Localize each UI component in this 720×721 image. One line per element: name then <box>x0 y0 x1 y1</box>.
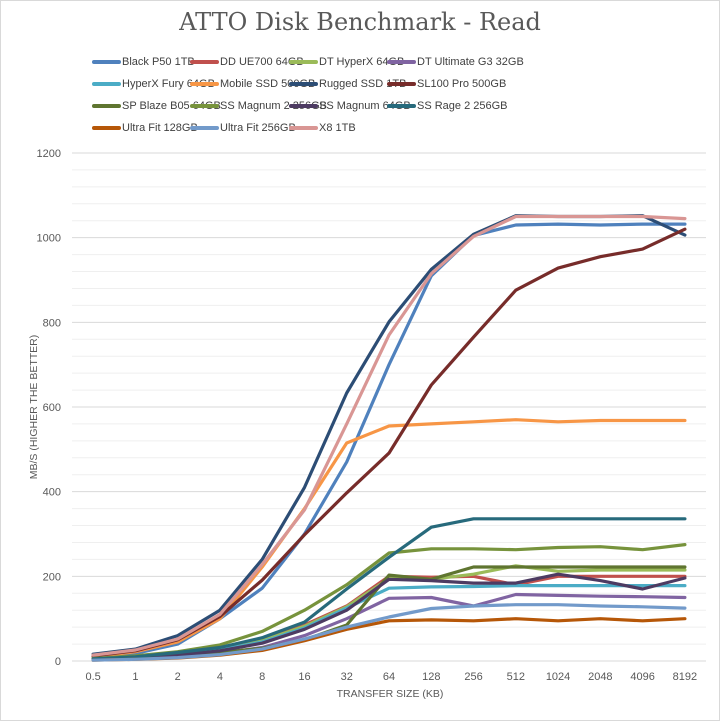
legend-swatch <box>92 104 121 108</box>
chart-title: ATTO Disk Benchmark - Read <box>179 8 541 36</box>
x-tick-label: 512 <box>507 671 525 683</box>
legend-swatch <box>289 82 318 86</box>
x-tick-label: 128 <box>422 671 440 683</box>
x-tick-label: 256 <box>464 671 482 683</box>
legend-swatch <box>92 126 121 130</box>
y-tick-label: 200 <box>43 571 61 583</box>
legend-label: Ultra Fit 128GB <box>122 122 198 134</box>
x-tick-label: 64 <box>383 671 395 683</box>
series-line-ss-magnum-64gb <box>91 572 687 661</box>
x-axis-ticks: 0.5 1 2 4 8 16 32 64 128 256 512 1024 2048 4096 8192 <box>85 671 697 683</box>
legend-item: DT Ultimate G3 32GB <box>387 54 524 70</box>
legend-label: SS Magnum 2 256GB <box>220 100 328 112</box>
x-tick-label: 1 <box>132 671 138 683</box>
legend-item: SS Rage 2 256GB <box>387 98 508 114</box>
legend-item: HyperX Fury 64GB <box>92 76 215 92</box>
x-tick-label: 4 <box>217 671 223 683</box>
series-line-x8-1tb <box>91 214 687 657</box>
legend-label: DT HyperX 64GB <box>319 56 405 68</box>
y-tick-label: 600 <box>43 402 61 414</box>
legend-item: DT HyperX 64GB <box>289 54 404 70</box>
legend-swatch <box>289 60 318 64</box>
series-line-sl100-pro-500gb <box>91 227 687 658</box>
x-axis-label: TRANSFER SIZE (KB) <box>337 688 444 700</box>
legend-label: Black P50 1TB <box>122 56 195 68</box>
y-tick-label: 800 <box>43 317 61 329</box>
legend-item: Ultra Fit 256GB <box>190 120 296 136</box>
legend-label: SL100 Pro 500GB <box>417 78 507 90</box>
legend-swatch <box>289 104 318 108</box>
legend-item: Ultra Fit 128GB <box>92 120 198 136</box>
legend-swatch <box>92 82 121 86</box>
legend-swatch <box>92 60 121 64</box>
y-axis-label: MB/S (HIGHER THE BETTER) <box>28 335 40 479</box>
legend-item: SS Magnum 64GB <box>289 98 411 114</box>
legend-item: Black P50 1TB <box>92 54 195 70</box>
legend-swatch <box>289 126 318 130</box>
series-lines <box>91 214 687 662</box>
legend-label: SS Rage 2 256GB <box>417 100 508 112</box>
legend-swatch <box>190 104 219 108</box>
legend-label: DT Ultimate G3 32GB <box>417 56 524 68</box>
legend-item: X8 1TB <box>289 120 356 136</box>
legend-swatch <box>190 126 219 130</box>
x-tick-label: 0.5 <box>85 671 100 683</box>
x-tick-label: 4096 <box>630 671 654 683</box>
legend-item: DD UE700 64GB <box>190 54 304 70</box>
legend-swatch <box>387 82 416 86</box>
x-tick-label: 1024 <box>546 671 570 683</box>
legend-swatch <box>190 82 219 86</box>
legend-swatch <box>387 104 416 108</box>
legend-label: Rugged SSD 1TB <box>319 78 407 90</box>
legend-label: Ultra Fit 256GB <box>220 122 296 134</box>
gridlines <box>72 152 706 662</box>
legend-item: Rugged SSD 1TB <box>289 76 406 92</box>
legend-item: SS Magnum 2 256GB <box>190 98 327 114</box>
legend-label: X8 1TB <box>319 122 356 134</box>
legend-swatch <box>387 60 416 64</box>
legend-item: SP Blaze B05 64GB <box>92 98 221 114</box>
y-tick-label: 400 <box>43 487 61 499</box>
series-line-ss-rage-2-256gb <box>91 517 687 661</box>
legend-label: DD UE700 64GB <box>220 56 304 68</box>
legend-item: SL100 Pro 500GB <box>387 76 506 92</box>
legend-swatch <box>190 60 219 64</box>
x-tick-label: 8192 <box>673 671 697 683</box>
legend-label: Mobile SSD 500GB <box>220 78 316 90</box>
legend-label: HyperX Fury 64GB <box>122 78 215 90</box>
series-line-ultra-fit-256gb <box>91 603 687 662</box>
legend-label: SP Blaze B05 64GB <box>122 100 221 112</box>
x-tick-label: 8 <box>259 671 265 683</box>
y-axis-ticks: 0 200 400 600 800 1000 1200 <box>37 148 61 668</box>
y-tick-label: 1200 <box>37 148 61 160</box>
x-tick-label: 32 <box>341 671 353 683</box>
legend-label: SS Magnum 64GB <box>319 100 411 112</box>
y-tick-label: 1000 <box>37 233 61 245</box>
x-tick-label: 2048 <box>588 671 612 683</box>
x-tick-label: 16 <box>298 671 310 683</box>
series-line-mobile-ssd-500gb <box>91 418 687 659</box>
x-tick-label: 2 <box>175 671 181 683</box>
y-tick-label: 0 <box>55 656 61 668</box>
legend-item: Mobile SSD 500GB <box>190 76 315 92</box>
